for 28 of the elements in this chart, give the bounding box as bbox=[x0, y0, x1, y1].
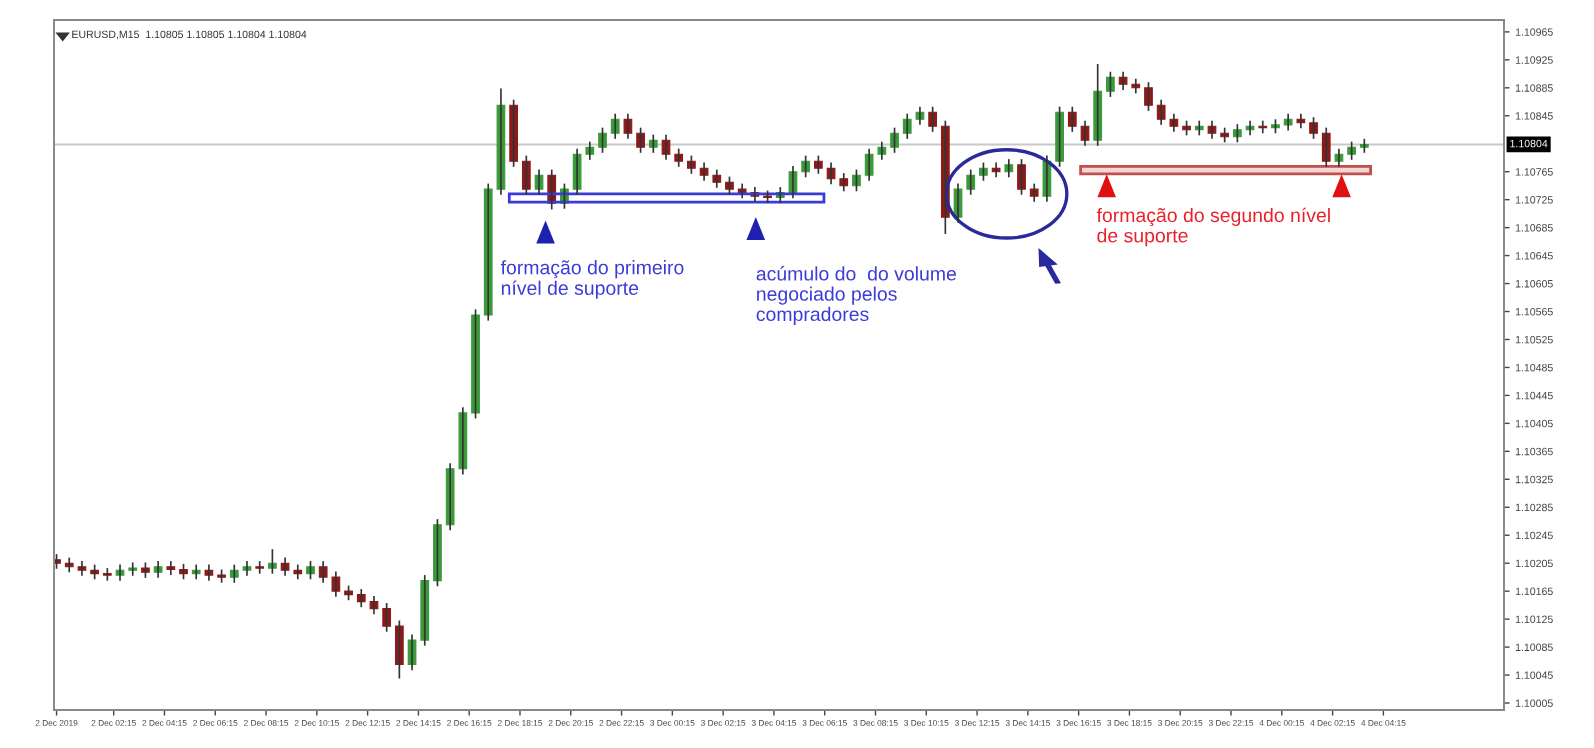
candlestick bbox=[1347, 140, 1356, 161]
candlestick bbox=[1055, 105, 1064, 168]
candlestick bbox=[890, 126, 899, 154]
candlestick bbox=[382, 602, 392, 633]
candlestick bbox=[979, 161, 988, 182]
candlestick bbox=[255, 560, 265, 575]
candlestick bbox=[128, 561, 138, 577]
candlestick bbox=[813, 154, 823, 175]
candlestick bbox=[1106, 70, 1115, 98]
candlestick bbox=[928, 105, 937, 133]
candlestick bbox=[471, 308, 480, 420]
candlestick bbox=[1017, 158, 1026, 196]
candlestick bbox=[598, 126, 607, 154]
candlestick bbox=[687, 154, 696, 175]
candlestick bbox=[394, 619, 404, 680]
candlestick bbox=[509, 98, 518, 168]
candlestick bbox=[1309, 116, 1318, 140]
annotation: formação do primeiro nível de suporte bbox=[500, 260, 684, 299]
annotation: acúmulo do do volume negociado pelos compradores bbox=[756, 266, 956, 325]
candlestick bbox=[433, 518, 442, 588]
candlestick bbox=[102, 567, 112, 582]
annotation: formação do segundo nível de suporte bbox=[1096, 207, 1330, 247]
candlestick bbox=[306, 560, 315, 581]
candlestick bbox=[725, 175, 734, 196]
candlestick bbox=[268, 548, 277, 575]
candlestick bbox=[1232, 123, 1242, 144]
candlestick bbox=[636, 126, 645, 154]
candlestick bbox=[1144, 81, 1153, 112]
